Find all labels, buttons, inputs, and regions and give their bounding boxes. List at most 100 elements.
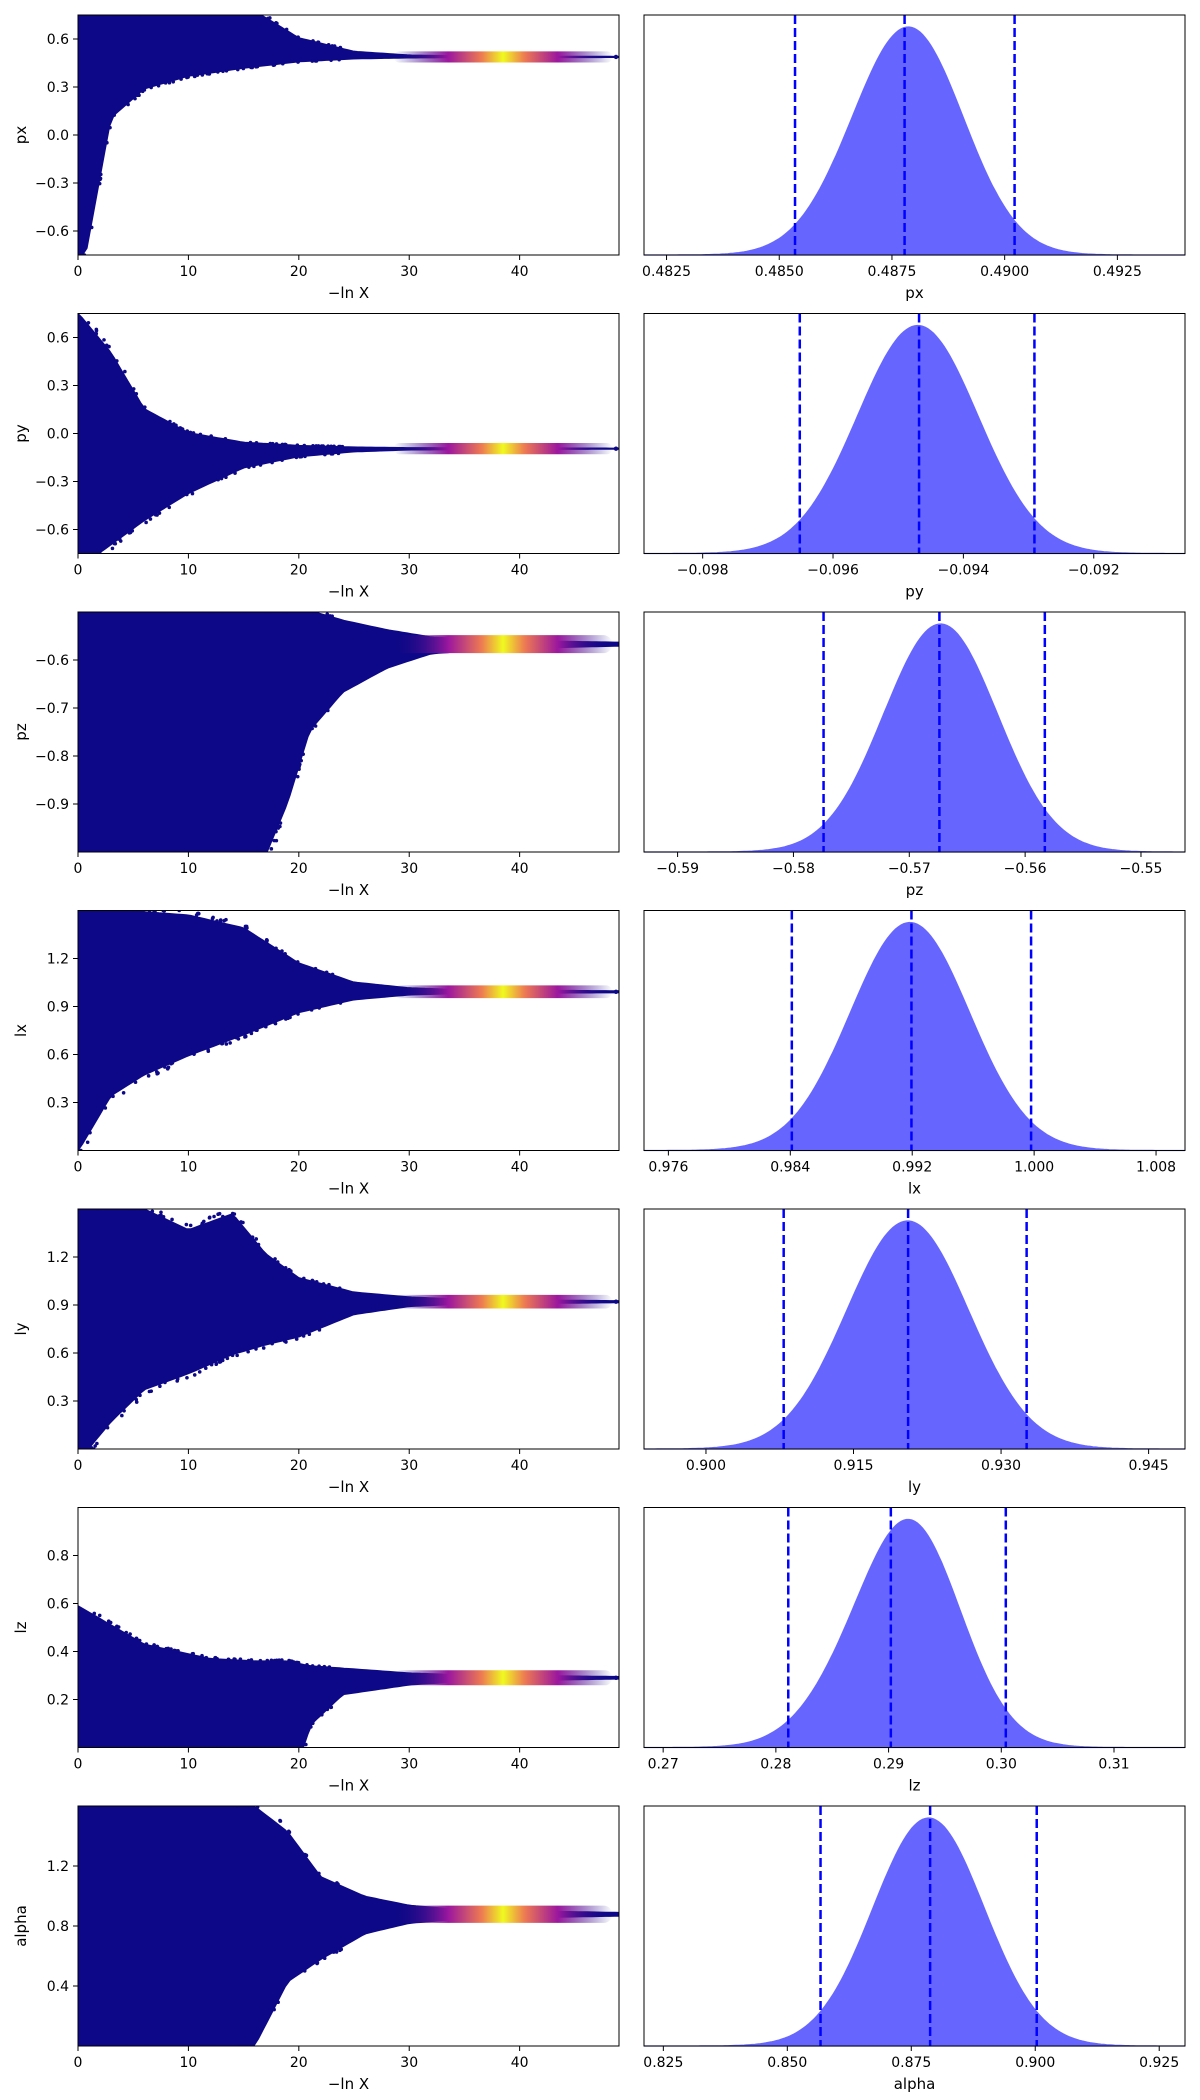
trace-px-sample-point bbox=[275, 21, 279, 26]
trace-py-sample-point bbox=[167, 505, 172, 510]
trace-ly-sample-point bbox=[294, 1337, 299, 1341]
trace-px-sample-point bbox=[108, 125, 112, 130]
posterior-lx-xtick-label: 0.984 bbox=[770, 1160, 810, 1176]
trace-lx-sample-point bbox=[162, 910, 167, 913]
posterior-lz-posterior-xlabel: lz bbox=[908, 1777, 920, 1795]
trace-lz-sample-point bbox=[97, 1613, 102, 1618]
posterior-ly-posterior-xlabel: ly bbox=[908, 1478, 921, 1496]
trace-lz-xtick-label: 40 bbox=[511, 1757, 529, 1773]
trace-py-sample-point bbox=[302, 443, 307, 448]
trace-ly-sample-point bbox=[157, 1213, 162, 1218]
trace-alpha-y-axis: 0.4 0.8 1.2 alpha bbox=[12, 1859, 78, 1995]
trace-lz-sample-point bbox=[295, 1660, 299, 1665]
trace-pz-sample-point bbox=[328, 614, 332, 618]
posterior-panel-ly: 0.900 0.915 0.930 0.945 ly bbox=[643, 1208, 1186, 1496]
trace-ly-xtick-label: 30 bbox=[400, 1458, 418, 1474]
trace-px-sample-point bbox=[89, 225, 94, 230]
trace-py-sample-point bbox=[248, 440, 253, 445]
trace-alpha-ytick-label: 0.8 bbox=[47, 1919, 69, 1935]
posterior-alpha-posterior-xlabel: alpha bbox=[894, 2075, 936, 2093]
trace-lz-frame bbox=[77, 1507, 620, 1748]
trace-ly-sample-point bbox=[134, 1397, 139, 1402]
trace-py-sample-point bbox=[219, 476, 224, 481]
trace-lx-sample-point bbox=[254, 1028, 258, 1032]
trace-ly-sample-point bbox=[209, 1362, 214, 1367]
trace-pz-xtick-label: 10 bbox=[179, 861, 197, 877]
posterior-py-xtick-label: −0.096 bbox=[807, 563, 859, 579]
trace-py-sample-point bbox=[224, 475, 228, 480]
posterior-pz-xtick-label: −0.58 bbox=[772, 861, 815, 877]
trace-px-sample-point bbox=[192, 74, 197, 79]
trace-lx-sample-point bbox=[330, 972, 335, 977]
trace-py-ytick-label: 0.6 bbox=[47, 331, 69, 347]
trace-py-ylabel: py bbox=[12, 424, 30, 443]
trace-lz-ytick-label: 0.8 bbox=[47, 1549, 69, 1565]
trace-alpha-sample-point bbox=[255, 1806, 260, 1809]
trace-panel-lz: 0.2 0.4 0.6 0.8 lz 0 10 20 30 40 −ln X bbox=[12, 1507, 620, 1795]
trace-alpha-sample-point bbox=[339, 1947, 344, 1952]
trace-alpha-sample-point bbox=[317, 1871, 321, 1876]
trace-ly-sample-point bbox=[221, 1214, 225, 1219]
trace-lz-samples bbox=[78, 1605, 619, 1748]
trace-lx-sample-point bbox=[245, 926, 249, 930]
trace-ly-sample-point bbox=[200, 1222, 204, 1227]
trace-pz-sample-point bbox=[274, 829, 278, 834]
trace-ly-sample-point bbox=[254, 1237, 259, 1241]
trace-lx-sample-point bbox=[236, 1037, 241, 1041]
trace-lz-sample-point bbox=[287, 1658, 291, 1663]
trace-px-sample-point bbox=[163, 81, 168, 85]
trace-pz-sample-point bbox=[326, 708, 330, 713]
trace-py-sample-point bbox=[258, 463, 263, 467]
trace-ly-ytick-label: 0.3 bbox=[47, 1394, 69, 1410]
posterior-pz-density bbox=[644, 623, 1185, 853]
trace-pz-xtick-label: 30 bbox=[400, 861, 418, 877]
trace-ly-sample-point bbox=[138, 1393, 142, 1398]
trace-px-sample-point bbox=[99, 172, 103, 177]
trace-lz-sample-point bbox=[317, 1664, 321, 1669]
trace-lz-sample-point bbox=[327, 1665, 332, 1669]
trace-panel-pz: −0.9 −0.8 −0.7 −0.6 pz 0 10 20 30 40 −ln X bbox=[12, 611, 620, 899]
trace-lx-sample-point bbox=[218, 918, 223, 922]
trace-px-sample-point bbox=[235, 67, 240, 72]
trace-alpha-sample-point bbox=[286, 1829, 291, 1834]
trace-lz-ytick-label: 0.2 bbox=[47, 1693, 69, 1709]
trace-px-ylabel: px bbox=[12, 126, 30, 145]
trace-alpha-ytick-label: 0.4 bbox=[47, 1979, 69, 1995]
trace-lz-sample-point bbox=[320, 1712, 324, 1717]
posterior-alpha-xtick-label: 0.825 bbox=[643, 2055, 683, 2071]
trace-py-xtick-label: 0 bbox=[74, 563, 83, 579]
trace-py-sample-point bbox=[115, 359, 119, 363]
trace-pz-last-point bbox=[613, 641, 619, 647]
trace-ly-sample-point bbox=[246, 1349, 250, 1354]
trace-pz-y-axis: −0.9 −0.8 −0.7 −0.6 pz bbox=[12, 653, 78, 813]
trace-py-sample-point bbox=[112, 541, 117, 546]
trace-px-sample-point bbox=[314, 59, 319, 63]
trace-lx-sample-point bbox=[273, 1021, 278, 1026]
trace-px-sample-point bbox=[171, 79, 176, 84]
trace-lx-ytick-label: 0.3 bbox=[47, 1096, 69, 1112]
posterior-px-x-axis: 0.4825 0.4850 0.4875 0.4900 0.4925 px bbox=[642, 255, 1142, 302]
trace-px-sample-point bbox=[330, 44, 335, 48]
trace-ly-sample-point bbox=[261, 1346, 266, 1350]
trace-ly-last-point bbox=[613, 1299, 619, 1304]
trace-ly-sample-point bbox=[192, 1373, 197, 1377]
trace-py-sample-point bbox=[180, 427, 185, 432]
trace-lx-sample-point bbox=[222, 918, 227, 923]
trace-ly-sample-point bbox=[230, 1353, 235, 1358]
trace-lz-xtick-label: 0 bbox=[74, 1757, 83, 1773]
trace-px-sample-point bbox=[167, 80, 172, 85]
trace-py-sample-point bbox=[190, 491, 195, 496]
trace-lx-ytick-label: 0.6 bbox=[47, 1048, 69, 1064]
trace-ly-sample-point bbox=[188, 1223, 193, 1228]
trace-ly-sample-point bbox=[207, 1215, 212, 1220]
trace-lz-xtick-label: 10 bbox=[179, 1757, 197, 1773]
trace-lz-trace-xlabel: −ln X bbox=[328, 1777, 369, 1795]
trace-lx-sample-cloud bbox=[78, 910, 619, 1151]
trace-px-sample-point bbox=[311, 39, 315, 43]
trace-ly-xtick-label: 20 bbox=[290, 1458, 308, 1474]
trace-py-sample-point bbox=[254, 441, 259, 445]
posterior-lz-x-axis: 0.27 0.28 0.29 0.30 0.31 lz bbox=[648, 1747, 1130, 1795]
trace-alpha-sample-point bbox=[272, 2007, 276, 2012]
posterior-lz-xtick-label: 0.28 bbox=[760, 1757, 791, 1773]
trace-py-sample-point bbox=[280, 442, 285, 447]
